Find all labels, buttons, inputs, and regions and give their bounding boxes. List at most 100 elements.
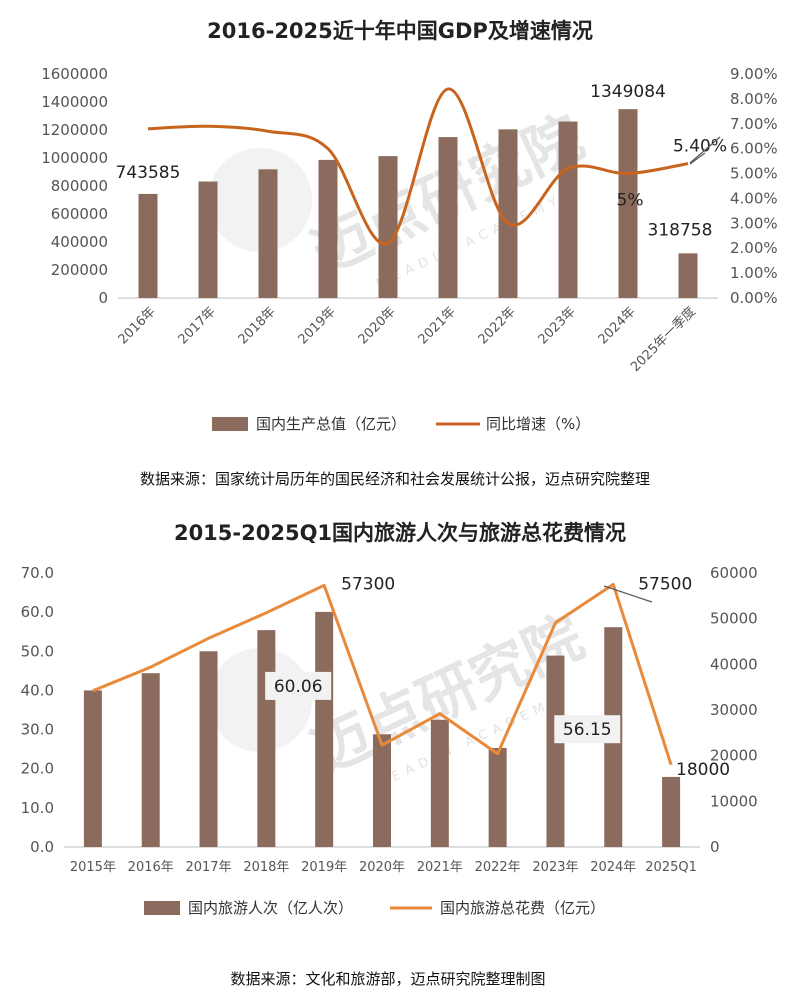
gdp-right-axis: 0.00% 1.00% 2.00% 3.00% 4.00% 5.00% 6.00% 7.00%… <box>730 65 778 307</box>
data-label: 743585 <box>116 163 181 183</box>
data-label: 57500 <box>638 574 692 594</box>
gdp-left-axis: 0 200000 400000 600000 800000 1000000 1200000 1… <box>41 65 108 307</box>
left-axis-tick-label: 0 <box>98 289 108 307</box>
leader-line <box>689 136 721 164</box>
bar <box>258 169 278 298</box>
x-axis-tick-label: 2019年 <box>296 304 339 347</box>
gdp-growth-line <box>147 87 689 246</box>
x-axis-tick-label: 2018年 <box>236 304 279 347</box>
data-label-background <box>554 715 621 744</box>
x-axis-tick-label: 2020年 <box>356 304 399 347</box>
data-label: 57300 <box>341 574 395 594</box>
x-axis-tick-label: 2024年 <box>596 304 639 347</box>
data-label-background <box>265 671 332 700</box>
left-axis-tick-label: 50.0 <box>21 642 54 660</box>
right-axis-tick-label: 3.00% <box>730 214 778 232</box>
x-axis-tick-label: 2019年 <box>301 860 347 875</box>
bar <box>198 181 218 298</box>
x-axis-tick-label: 2018年 <box>243 860 289 875</box>
legend-swatch-gdp <box>212 417 248 431</box>
x-axis-tick-label: 2024年 <box>590 860 636 875</box>
gdp-legend: 国内生产总值（亿元） 同比增速（%） <box>212 415 590 433</box>
right-axis-tick-label: 40000 <box>710 655 758 673</box>
left-axis-tick-label: 30.0 <box>21 721 54 739</box>
gdp-bars <box>138 109 698 299</box>
left-axis-tick-label: 0.0 <box>30 838 54 856</box>
tourism-spend-line <box>92 582 673 766</box>
bar <box>438 137 458 298</box>
right-axis-tick-label: 10000 <box>710 792 758 810</box>
x-axis-tick-label: 2022年 <box>475 860 521 875</box>
left-axis-tick-label: 60.0 <box>21 603 54 621</box>
x-axis-tick-label: 2023年 <box>536 304 579 347</box>
right-axis-tick-label: 0.00% <box>730 289 778 307</box>
right-axis-tick-label: 5.00% <box>730 165 778 183</box>
left-axis-tick-label: 70.0 <box>21 564 54 582</box>
data-label: 18000 <box>676 760 730 780</box>
right-axis-tick-label: 9.00% <box>730 65 778 83</box>
right-axis-tick-label: 0 <box>710 838 720 856</box>
bar <box>662 776 681 847</box>
x-axis-tick-label: 2021年 <box>417 860 463 875</box>
data-label: 56.15 <box>563 720 612 740</box>
legend-label-trips: 国内旅游人次（亿人次） <box>188 899 353 917</box>
tourism-chart-title: 2015-2025Q1国内旅游人次与旅游总花费情况 <box>174 521 626 545</box>
bar <box>199 651 218 847</box>
right-axis-tick-label: 50000 <box>710 610 758 628</box>
legend-label-growth: 同比增速（%） <box>486 415 590 433</box>
data-label: 318758 <box>648 220 713 240</box>
left-axis-tick-label: 400000 <box>51 233 108 251</box>
left-axis-tick-label: 1600000 <box>41 65 108 83</box>
tourism-right-axis: 0 10000 20000 30000 40000 50000 60000 <box>710 564 758 856</box>
right-axis-tick-label: 7.00% <box>730 115 778 133</box>
right-axis-tick-label: 20000 <box>710 747 758 765</box>
left-axis-tick-label: 1000000 <box>41 149 108 167</box>
bar <box>498 129 518 298</box>
gdp-x-axis: 2016年 2017年 2018年 2019年 2020年 2021年 2022年 2023年… <box>116 304 699 375</box>
legend-swatch-trips <box>144 901 180 915</box>
legend-label-gdp: 国内生产总值（亿元） <box>256 415 406 433</box>
bar <box>678 253 698 298</box>
x-axis-tick-label: 2022年 <box>476 304 519 347</box>
right-axis-tick-label: 60000 <box>710 564 758 582</box>
x-axis-tick-label: 2025Q1 <box>645 860 697 875</box>
tourism-data-labels: 60.06 56.15 57300 57500 18000 <box>265 574 730 780</box>
tourism-bars <box>83 611 681 847</box>
right-axis-tick-label: 8.00% <box>730 90 778 108</box>
legend-label-spend: 国内旅游总花费（亿元） <box>440 899 605 917</box>
gdp-chart-title: 2016-2025近十年中国GDP及增速情况 <box>207 19 593 43</box>
leader-line <box>603 585 653 603</box>
left-axis-tick-label: 20.0 <box>21 760 54 778</box>
tourism-left-axis: 0.0 10.0 20.0 30.0 40.0 50.0 60.0 70.0 <box>21 564 54 856</box>
left-axis-tick-label: 600000 <box>51 205 108 223</box>
right-axis-tick-label: 1.00% <box>730 264 778 282</box>
x-axis-tick-label: 2016年 <box>116 304 159 347</box>
bar <box>558 121 578 298</box>
left-axis-tick-label: 800000 <box>51 177 108 195</box>
bar <box>138 193 158 298</box>
bar <box>488 747 507 847</box>
series-line <box>147 87 689 246</box>
data-label: 5.40% <box>673 137 727 157</box>
left-axis-tick-label: 1400000 <box>41 93 108 111</box>
tourism-x-axis: 2015年 2016年 2017年 2018年 2019年 2020年 2021年 2022年… <box>70 860 697 875</box>
data-label: 1349084 <box>590 82 666 102</box>
left-axis-tick-label: 1200000 <box>41 121 108 139</box>
right-axis-tick-label: 4.00% <box>730 189 778 207</box>
bar <box>83 690 102 847</box>
right-axis-tick-label: 2.00% <box>730 239 778 257</box>
x-axis-tick-label: 2017年 <box>176 304 219 347</box>
data-label: 60.06 <box>274 677 323 697</box>
left-axis-tick-label: 200000 <box>51 261 108 279</box>
right-axis-tick-label: 30000 <box>710 701 758 719</box>
tourism-source-note: 数据来源：文化和旅游部，迈点研究院整理制图 <box>230 970 545 988</box>
gdp-source-note: 数据来源：国家统计局历年的国民经济和社会发展统计公报，迈点研究院整理 <box>140 470 650 488</box>
bar <box>373 734 391 847</box>
x-axis-tick-label: 2016年 <box>128 860 174 875</box>
bar <box>315 611 334 847</box>
bar <box>318 159 338 298</box>
